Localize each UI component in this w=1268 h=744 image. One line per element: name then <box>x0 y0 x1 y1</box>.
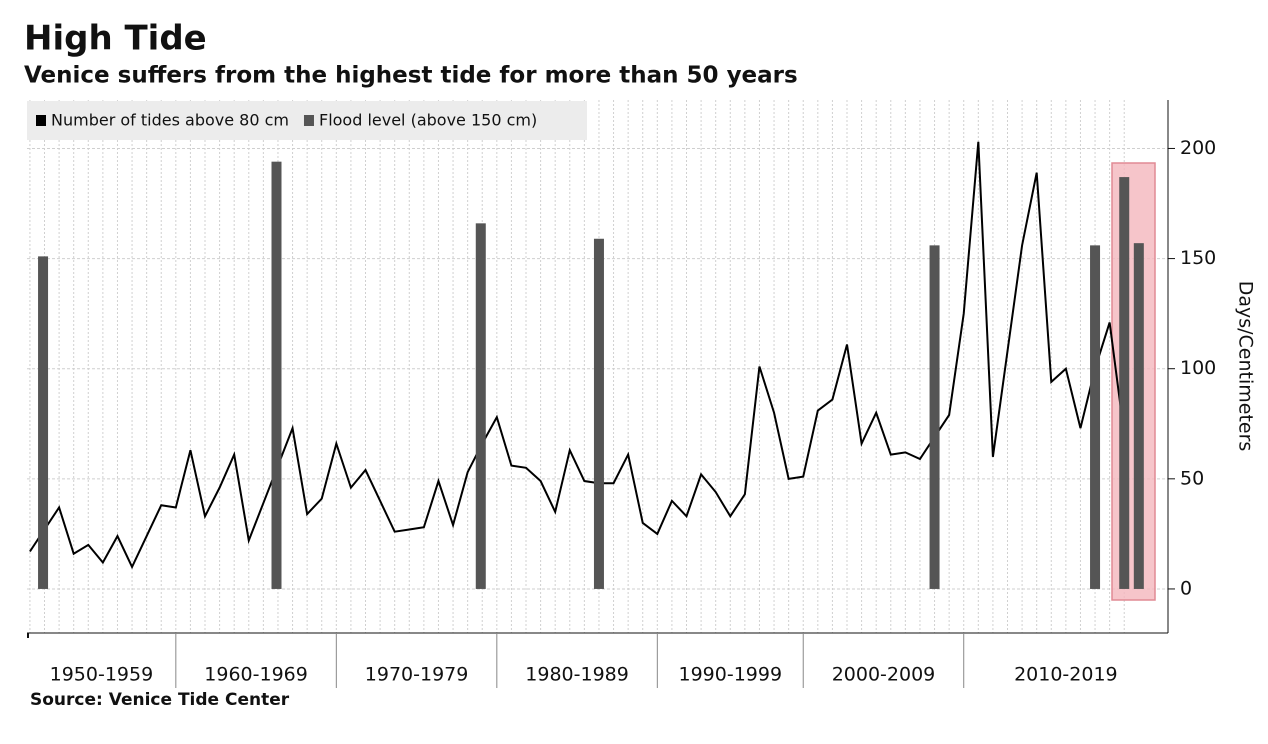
legend-swatch <box>36 115 46 126</box>
chart-subtitle: Venice suffers from the highest tide for… <box>24 63 798 89</box>
y-tick-label: 50 <box>1180 467 1204 489</box>
line <box>29 141 1126 570</box>
bar <box>38 256 49 589</box>
bar <box>929 245 940 589</box>
y-tick-label: 150 <box>1180 247 1216 269</box>
bar <box>271 161 282 589</box>
x-group-label: 2010-2019 <box>1014 664 1118 686</box>
y-tick-label: 200 <box>1180 137 1216 159</box>
source: Source: Venice Tide Center <box>30 690 290 710</box>
bar <box>593 238 604 589</box>
x-group-label: 2000-2009 <box>832 664 936 686</box>
x-group-label: 1990-1999 <box>678 664 782 686</box>
legend-label: Flood level (above 150 cm) <box>319 111 537 130</box>
highlight-box <box>1111 162 1156 601</box>
bar <box>475 223 486 589</box>
chart-title: High Tide <box>24 19 207 59</box>
legend-swatch <box>303 115 314 126</box>
y-tick-label: 0 <box>1180 577 1192 599</box>
legend-label: Number of tides above 80 cm <box>51 111 289 130</box>
y-axis-label: Days/Centimeters <box>1235 281 1257 452</box>
x-group-label: 1970-1979 <box>365 664 469 686</box>
x-group-label: 1980-1989 <box>525 664 629 686</box>
bar <box>1090 245 1101 589</box>
y-tick-label: 100 <box>1180 357 1216 379</box>
bar <box>1119 177 1130 589</box>
grid <box>27 100 1168 633</box>
x-group-label: 1950-1959 <box>50 664 154 686</box>
x-group-label: 1960-1969 <box>204 664 308 686</box>
bar <box>1133 243 1144 589</box>
